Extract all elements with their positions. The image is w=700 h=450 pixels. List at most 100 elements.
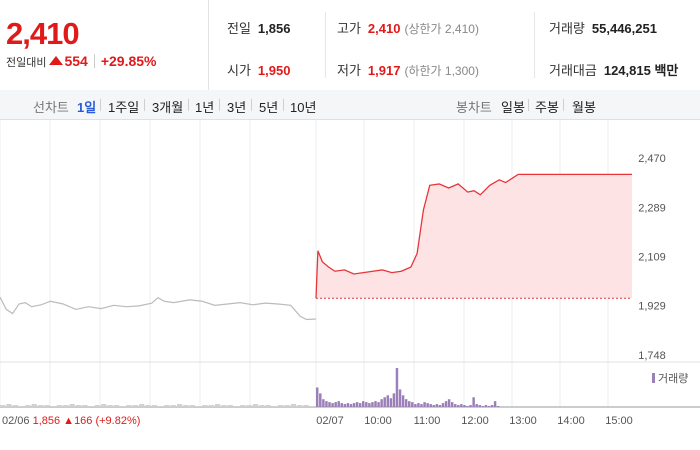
x-tick-label: 13:00 [509, 415, 537, 427]
divider [563, 99, 564, 111]
volume-bar-prev [221, 405, 227, 407]
tab-1w[interactable]: 1주일 [108, 100, 140, 115]
volume-bar-prev [303, 405, 309, 407]
volume-bar-today [414, 404, 417, 407]
volume-bar-prev [82, 405, 88, 407]
price-summary: 2,410 전일대비 554 +29.85% 전일 1,856 시가 1,950 고가 2… [0, 0, 700, 91]
tab-1d[interactable]: 1일 [77, 100, 97, 115]
volume-bar-today [380, 399, 383, 407]
volume-bar-prev [12, 405, 18, 407]
tab-3y[interactable]: 3년 [227, 100, 247, 115]
volume-bar-today [441, 403, 445, 407]
tab-monthly-candle[interactable]: 월봉 [572, 100, 596, 115]
divider [93, 54, 95, 68]
volume-bar-today [472, 397, 475, 407]
stat-prev-close: 전일 1,856 [227, 21, 291, 36]
volume-bar-today [316, 387, 319, 407]
volume-bar-today [432, 405, 435, 407]
volume-bar-prev [176, 404, 183, 407]
prev-day-date: 02/06 [2, 415, 33, 427]
volume-bar-prev [271, 406, 278, 407]
volume-bar-today [340, 403, 343, 407]
divider [219, 99, 220, 111]
volume-bar-prev [75, 405, 82, 407]
volume-bar-today [460, 404, 463, 407]
y-tick-label: 2,470 [638, 153, 666, 165]
volume-bar-today [374, 401, 377, 407]
x-tick-label: 02/07 [316, 415, 344, 427]
volume-bar-today [438, 405, 442, 407]
tab-daily-candle[interactable]: 일봉 [501, 100, 525, 115]
volume-bar-today [487, 406, 491, 407]
change-label: 전일대비 [6, 57, 47, 69]
volume-bar-prev [170, 405, 176, 407]
prev-day-footer: 02/06 1,856 ▲166 (+9.82%) [2, 415, 140, 427]
stat-amount: 거래대금 124,815 백만 [549, 63, 679, 78]
divider [325, 12, 326, 78]
y-tick-label: 2,289 [638, 202, 666, 214]
volume-bar-today [404, 399, 408, 407]
up-arrow-icon [49, 56, 64, 65]
volume-bar-prev [233, 406, 240, 407]
candle-chart-label: 봉차트 [456, 100, 492, 115]
tab-weekly-candle[interactable]: 주봉 [535, 100, 559, 115]
volume-bar-prev [227, 405, 233, 407]
volume-bar-prev [189, 405, 195, 407]
tab-5y[interactable]: 5년 [259, 100, 279, 115]
x-tick-label: 11:00 [414, 415, 441, 427]
tab-10y[interactable]: 10년 [290, 100, 317, 115]
volume-bar-today [484, 405, 488, 407]
volume-bar-today [352, 403, 356, 407]
tab-3m[interactable]: 3개월 [152, 100, 184, 115]
stat-low: 저가 1,917 (하한가 1,300) [337, 63, 479, 78]
volume-bar-prev [246, 405, 252, 407]
volume-bar-today [408, 401, 411, 407]
volume-bar-today [383, 397, 386, 407]
volume-bar-prev [214, 404, 221, 407]
volume-bar-today [386, 395, 389, 407]
stat-volume: 거래량 55,446,251 [549, 21, 657, 36]
y-tick-label: 1,748 [638, 350, 666, 362]
current-price: 2,410 [6, 16, 80, 51]
stat-open: 시가 1,950 [227, 63, 291, 78]
divider [188, 99, 189, 111]
volume-bar-today [454, 404, 457, 407]
volume-bar-today [346, 403, 350, 407]
volume-bar-prev [240, 405, 246, 407]
volume-bar-prev [107, 405, 113, 407]
x-tick-label: 15:00 [605, 415, 633, 427]
volume-bar-prev [252, 404, 259, 407]
volume-bar-prev [120, 406, 126, 407]
divider [251, 99, 252, 111]
volume-bar-prev [25, 405, 31, 407]
volume-bar-today [447, 399, 451, 407]
volume-bar-today [429, 404, 432, 407]
volume-bar-today [389, 398, 393, 407]
x-tick-label: 14:00 [557, 415, 585, 427]
volume-bar-today [450, 402, 454, 407]
volume-bar-prev [56, 405, 63, 407]
volume-bar-today [496, 406, 500, 407]
price-chart: 2,470 2,289 2,109 1,929 1,748 02/07 10:00 11:0… [0, 120, 700, 427]
change-percent: +29.85% [100, 53, 157, 69]
volume-bar-today [362, 401, 365, 407]
stat-high: 고가 2,410 (상한가 2,410) [337, 21, 479, 36]
volume-bar-prev [195, 406, 202, 407]
volume-bar-prev [50, 406, 56, 407]
volume-bar-today [377, 402, 380, 407]
volume-bar-prev [6, 404, 12, 407]
divider [283, 99, 284, 111]
volume-bar-prev [290, 404, 297, 407]
volume-bar-today [365, 402, 368, 407]
volume-bar-today [420, 404, 423, 407]
volume-bar-today [463, 405, 466, 407]
volume-bar-prev [0, 405, 6, 407]
tab-1y[interactable]: 1년 [195, 100, 215, 115]
volume-bar-today [334, 402, 337, 407]
volume-bar-prev [126, 405, 132, 407]
volume-bar-today [444, 401, 448, 407]
volume-bar-prev [284, 405, 290, 407]
volume-bar-prev [37, 405, 44, 407]
volume-bar-prev [69, 404, 75, 407]
volume-bar-today [481, 406, 485, 407]
